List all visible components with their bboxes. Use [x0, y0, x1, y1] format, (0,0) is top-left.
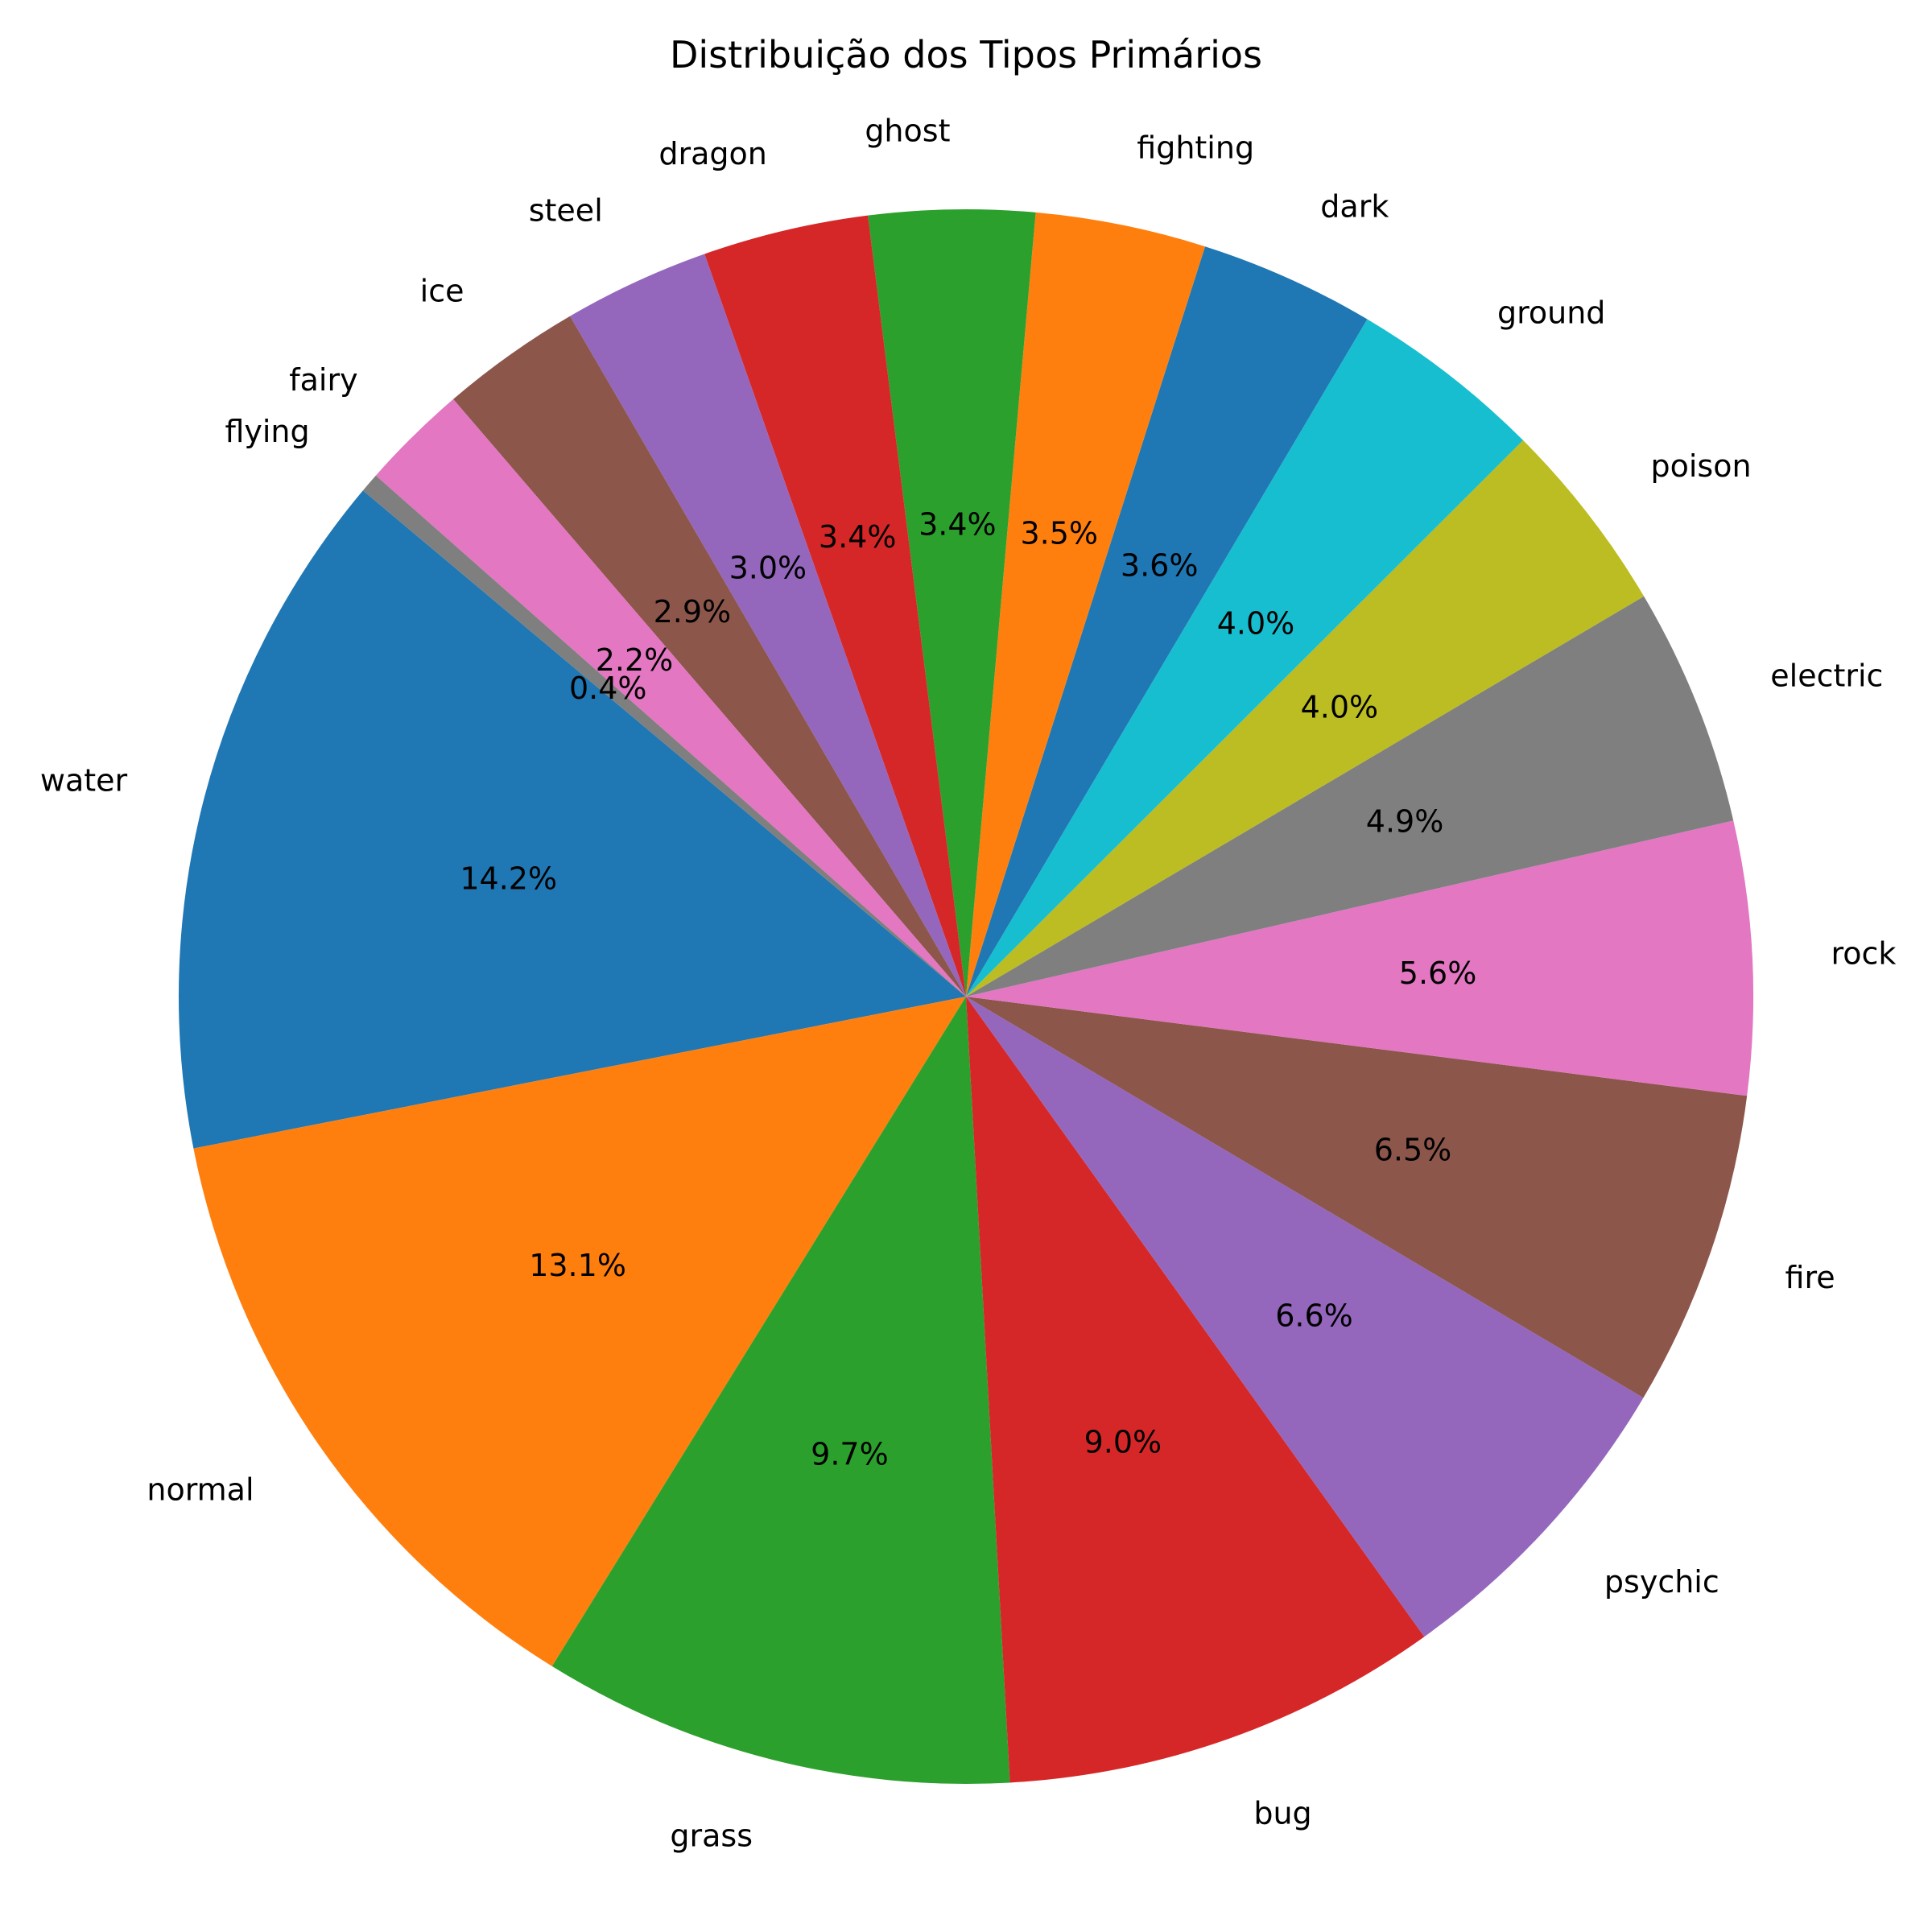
slice-label-rock: rock	[1831, 936, 1896, 972]
pie-slice-grass	[551, 997, 1010, 1785]
pie-slice-bug	[966, 997, 1425, 1783]
slices-layer	[178, 209, 1753, 1785]
slice-label-bug: bug	[1253, 1796, 1311, 1831]
slice-label-fire: fire	[1785, 1260, 1835, 1295]
slice-label-electric: electric	[1770, 658, 1883, 694]
slice-label-psychic: psychic	[1604, 1564, 1719, 1600]
pct-label-dragon: 3.4%	[819, 519, 897, 555]
pct-label-grass: 9.7%	[811, 1437, 889, 1472]
pie-slice-poison	[966, 440, 1645, 997]
slice-label-poison: poison	[1651, 448, 1752, 484]
pct-label-rock: 5.6%	[1399, 956, 1477, 991]
slice-label-ground: ground	[1497, 295, 1605, 330]
pct-label-flying: 0.4%	[569, 671, 647, 706]
pct-label-fairy: 2.2%	[596, 642, 674, 678]
pie-slice-fire	[966, 997, 1748, 1398]
chart-title: Distribuição dos Tipos Primários	[670, 33, 1262, 76]
pct-label-electric: 4.9%	[1366, 804, 1444, 840]
slice-label-ghost: ghost	[865, 113, 950, 148]
pct-label-fighting: 3.5%	[1021, 516, 1099, 551]
labels-layer: water 14.2% normal 13.1% grass 9.7% bug 9.0% psy…	[40, 113, 1897, 1853]
slice-label-grass: grass	[670, 1818, 753, 1854]
slice-label-fighting: fighting	[1137, 130, 1254, 165]
slice-label-dark: dark	[1320, 188, 1389, 224]
pct-label-ground: 4.0%	[1217, 606, 1295, 642]
pct-label-water: 14.2%	[460, 861, 557, 897]
slice-label-steel: steel	[529, 192, 603, 228]
pct-label-bug: 9.0%	[1084, 1424, 1162, 1459]
pct-label-normal: 13.1%	[529, 1248, 626, 1283]
pct-label-fire: 6.5%	[1374, 1132, 1452, 1167]
pct-label-psychic: 6.6%	[1275, 1298, 1353, 1334]
pie-slice-steel	[570, 254, 966, 997]
pct-label-steel: 3.0%	[729, 550, 807, 585]
pie-slice-water	[178, 490, 967, 1149]
pie-slice-psychic	[966, 997, 1644, 1637]
pie-slice-fighting	[966, 212, 1206, 997]
pct-label-ice: 2.9%	[654, 594, 732, 630]
pie-slice-ground	[966, 319, 1524, 997]
slice-label-water: water	[40, 763, 128, 799]
slice-label-fairy: fairy	[289, 362, 357, 398]
slice-label-dragon: dragon	[658, 136, 766, 171]
pie-slice-dark	[966, 246, 1368, 997]
slice-label-normal: normal	[147, 1472, 254, 1507]
pie-slice-ghost	[868, 209, 1036, 997]
pie-slice-fairy	[375, 398, 967, 997]
pie-slice-flying	[362, 475, 966, 997]
slice-label-ice: ice	[420, 273, 464, 308]
pct-label-ghost: 3.4%	[919, 506, 997, 542]
pct-label-poison: 4.0%	[1301, 690, 1379, 725]
pct-label-dark: 3.6%	[1121, 548, 1199, 584]
pie-slice-dragon	[704, 215, 966, 997]
slice-label-flying: flying	[225, 414, 309, 449]
pie-slice-normal	[193, 997, 967, 1666]
pie-slice-electric	[966, 596, 1734, 997]
pie-slice-ice	[453, 316, 966, 997]
pie-slice-rock	[966, 820, 1753, 1096]
